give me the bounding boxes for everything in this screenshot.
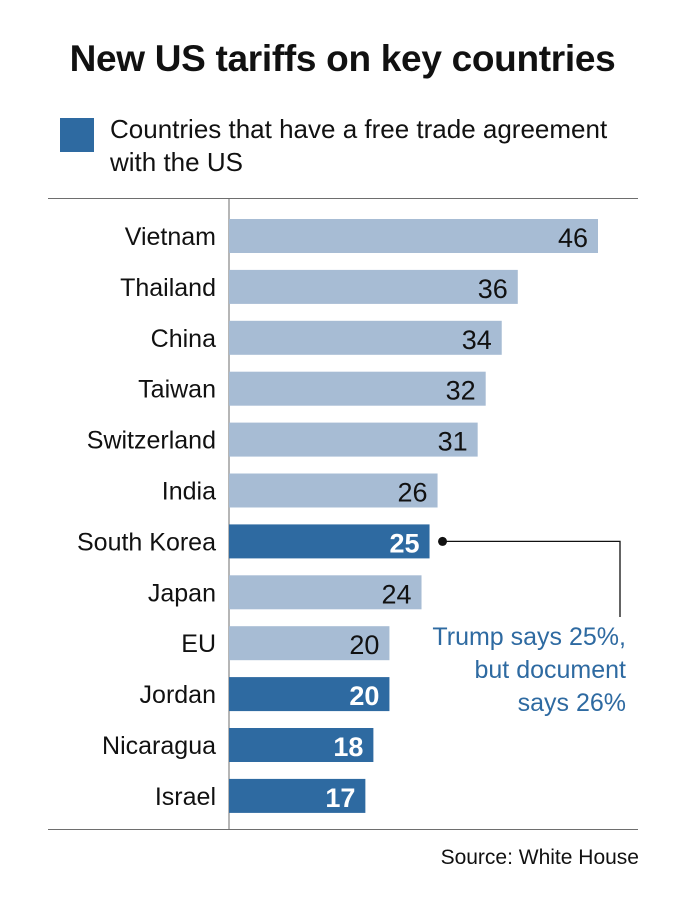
value-label-india: 26 <box>398 478 428 508</box>
annotation-line-2: but document <box>475 656 627 684</box>
bar-jordan <box>229 677 390 712</box>
value-label-japan: 24 <box>381 579 411 609</box>
bar-nicaragua <box>229 728 374 762</box>
category-label-taiwan: Taiwan <box>138 376 216 404</box>
category-label-china: China <box>151 325 216 353</box>
top-rule <box>48 198 638 199</box>
category-label-south-korea: South Korea <box>77 528 216 556</box>
bar-south-korea <box>229 524 430 559</box>
category-label-israel: Israel <box>155 783 216 811</box>
value-label-eu: 20 <box>349 630 379 660</box>
bar-israel <box>229 778 366 813</box>
category-label-japan: Japan <box>148 579 216 607</box>
source-note: Source: White House <box>440 846 639 869</box>
category-label-vietnam: Vietnam <box>125 223 216 251</box>
annotation-leader-line <box>442 540 621 617</box>
bar-thailand <box>229 269 518 304</box>
bar-india <box>229 473 438 508</box>
legend-swatch-fta <box>60 118 94 152</box>
category-label-thailand: Thailand <box>120 274 216 302</box>
value-label-thailand: 36 <box>478 274 508 304</box>
value-label-jordan: 20 <box>349 681 379 711</box>
category-label-nicaragua: Nicaragua <box>102 732 216 760</box>
chart-title: New US tariffs on key countries <box>69 38 616 79</box>
bar-china <box>229 320 502 355</box>
bottom-rule <box>48 829 638 830</box>
value-label-israel: 17 <box>325 783 355 813</box>
category-label-jordan: Jordan <box>140 681 216 709</box>
category-label-switzerland: Switzerland <box>87 427 216 455</box>
value-label-china: 34 <box>462 325 492 355</box>
legend-label: Countries that have a free trade agreeme… <box>110 114 608 177</box>
annotation-line-1: Trump says 25%, <box>432 623 626 651</box>
bar-eu <box>229 626 390 661</box>
value-label-switzerland: 31 <box>438 427 468 457</box>
value-label-taiwan: 32 <box>446 376 476 406</box>
bar-japan <box>229 575 422 610</box>
category-label-india: India <box>162 478 216 506</box>
annotation-line-3: says 26% <box>518 689 626 717</box>
category-label-eu: EU <box>181 630 216 658</box>
bar-switzerland <box>229 422 478 457</box>
value-label-vietnam: 46 <box>558 223 588 253</box>
bar-vietnam <box>229 219 598 253</box>
value-label-south-korea: 25 <box>389 528 419 558</box>
bar-taiwan <box>229 371 486 406</box>
value-label-nicaragua: 18 <box>333 732 363 762</box>
